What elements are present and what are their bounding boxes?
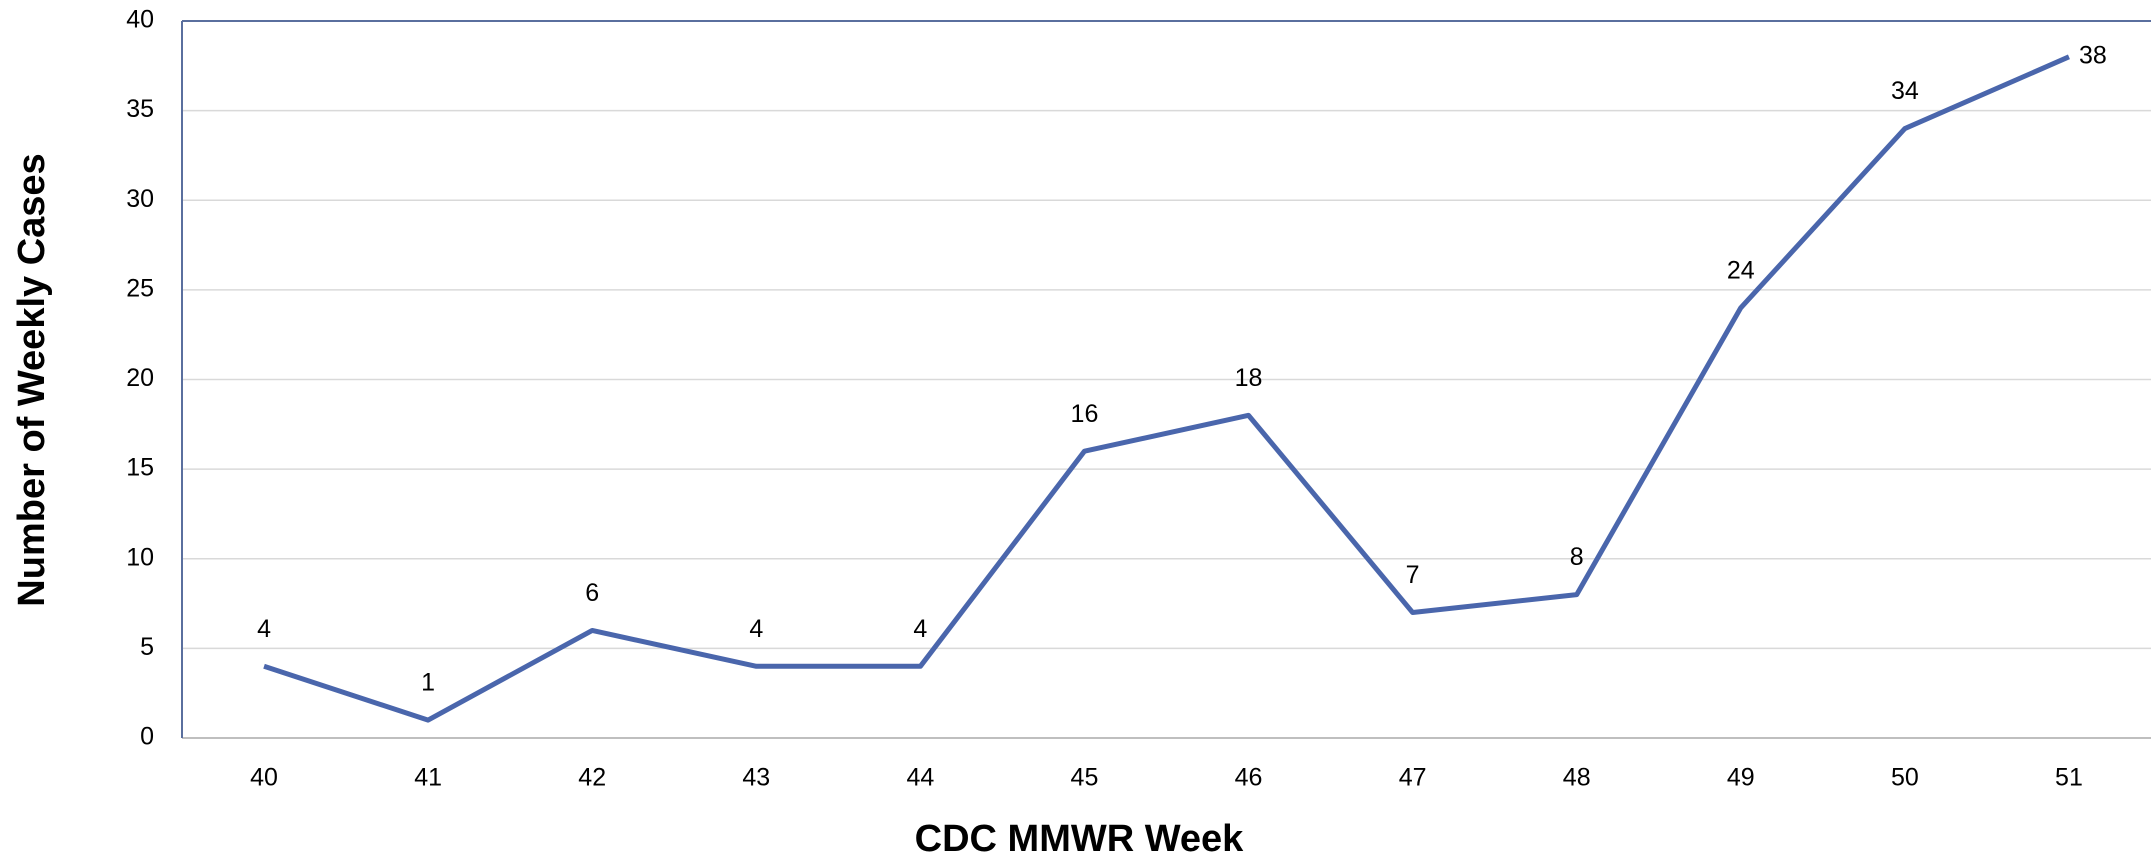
x-tick-label: 50 — [1891, 764, 1919, 792]
x-tick-label: 43 — [742, 764, 770, 792]
y-tick-label: 25 — [126, 274, 154, 302]
x-tick-label: 46 — [1235, 764, 1263, 792]
data-label: 4 — [749, 615, 763, 643]
y-tick-label: 5 — [140, 633, 154, 661]
y-tick-label: 15 — [126, 454, 154, 482]
data-label: 1 — [421, 669, 435, 697]
y-tick-label: 30 — [126, 185, 154, 213]
data-label: 7 — [1406, 561, 1420, 589]
data-label: 16 — [1071, 400, 1099, 428]
x-tick-label: 44 — [906, 764, 934, 792]
x-tick-label: 49 — [1727, 764, 1755, 792]
x-tick-label: 47 — [1399, 764, 1427, 792]
x-tick-label: 42 — [578, 764, 606, 792]
x-tick-label: 51 — [2055, 764, 2083, 792]
y-tick-label: 40 — [126, 6, 154, 34]
data-label: 18 — [1235, 364, 1263, 392]
y-tick-label: 10 — [126, 543, 154, 571]
data-label: 24 — [1727, 256, 1755, 284]
y-tick-label: 0 — [140, 723, 154, 751]
data-label: 8 — [1570, 543, 1584, 571]
data-label: 6 — [585, 579, 599, 607]
x-tick-label: 41 — [414, 764, 442, 792]
y-tick-label: 20 — [126, 364, 154, 392]
x-tick-label: 45 — [1071, 764, 1099, 792]
x-tick-label: 48 — [1563, 764, 1591, 792]
x-tick-label: 40 — [250, 764, 278, 792]
y-tick-label: 35 — [126, 95, 154, 123]
y-axis-title: Number of Weekly Cases — [11, 153, 53, 606]
data-label: 34 — [1891, 77, 1919, 105]
data-label: 4 — [257, 615, 271, 643]
data-label: 4 — [913, 615, 927, 643]
data-label: 38 — [2079, 41, 2107, 69]
line-series — [263, 54, 2070, 723]
x-axis-title: CDC MMWR Week — [915, 818, 1245, 860]
